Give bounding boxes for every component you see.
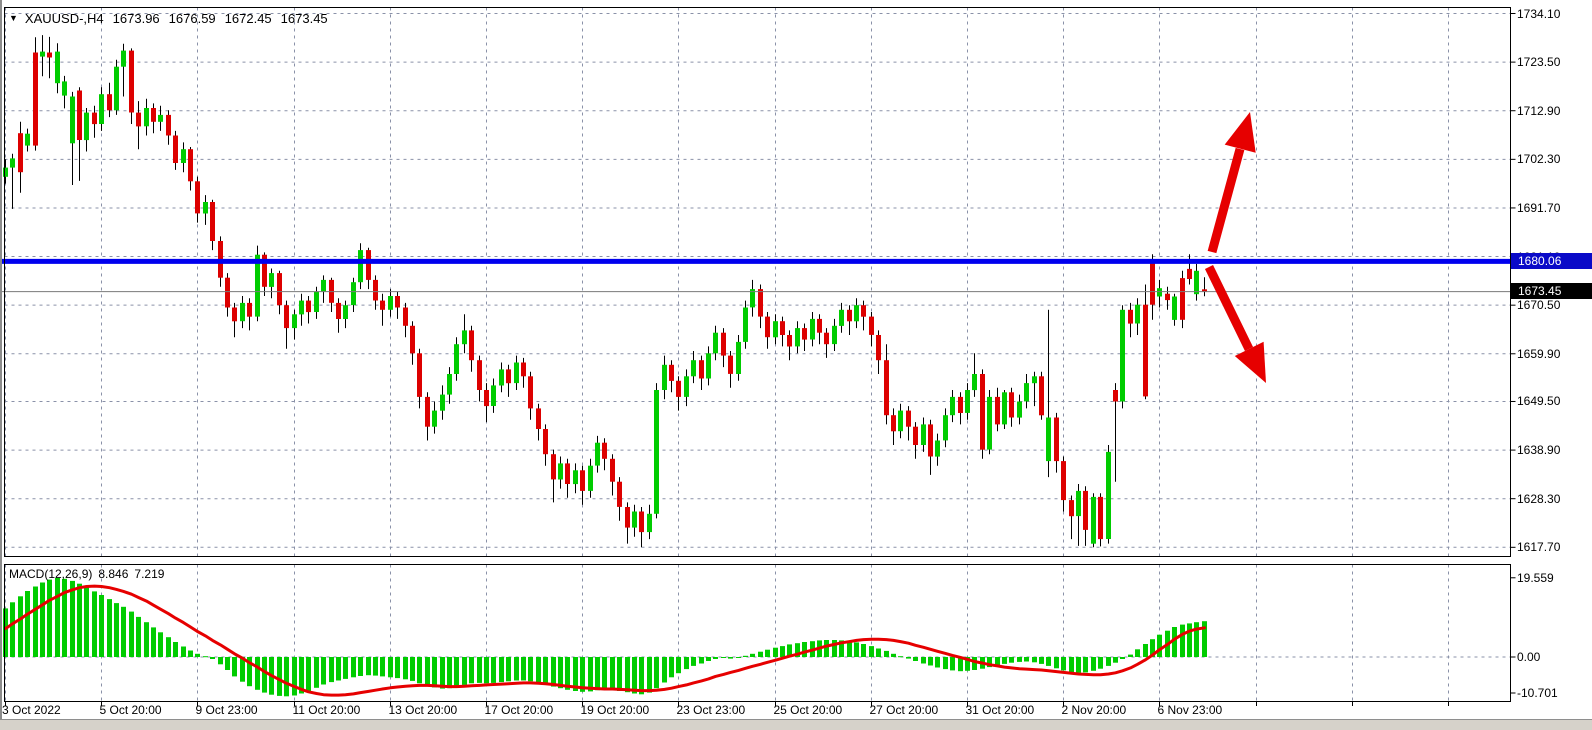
time-axis-label: 2 Nov 20:00 <box>1061 703 1127 717</box>
price-axis-label: 1712.90 <box>1517 103 1561 118</box>
price-axis-label: 1638.90 <box>1517 443 1561 458</box>
time-axis-label: 5 Oct 20:00 <box>99 703 162 717</box>
resistance-price-tag: 1680.06 <box>1511 253 1592 269</box>
price-axis-label: 1670.50 <box>1517 298 1561 313</box>
macd-histogram <box>3 578 1207 697</box>
time-axis-label: 9 Oct 23:00 <box>195 703 258 717</box>
up-arrow[interactable] <box>1207 147 1245 254</box>
price-axis-label: 1649.50 <box>1517 394 1561 409</box>
time-axis-label: 27 Oct 20:00 <box>869 703 939 717</box>
window-bottom-strip <box>0 719 1592 730</box>
ohlc-close-value: 1673.45 <box>280 11 328 26</box>
candles-layer <box>3 35 1207 548</box>
ohlc-high-value: 1676.59 <box>168 11 216 26</box>
chart-header: ▼ XAUUSD-,H4 1673.96 1676.59 1672.45 1673.45 <box>9 11 328 26</box>
ohlc-open-value: 1673.96 <box>112 11 160 26</box>
time-axis-label: 31 Oct 20:00 <box>965 703 1035 717</box>
time-axis-label: 23 Oct 23:00 <box>676 703 746 717</box>
time-axis-label: 25 Oct 20:00 <box>773 703 843 717</box>
macd-signal-value: 7.219 <box>134 567 165 581</box>
time-axis-label: 11 Oct 20:00 <box>292 703 361 717</box>
time-axis-label: 17 Oct 20:00 <box>484 703 554 717</box>
down-arrow-head[interactable] <box>1234 341 1266 383</box>
window-left-border <box>0 0 2 719</box>
macd-main-value: 8.846 <box>98 567 129 581</box>
price-axis-label: 1723.50 <box>1517 55 1561 70</box>
price-axis-label: 1659.90 <box>1517 346 1561 361</box>
macd-axis-label: -10.701 <box>1517 686 1558 700</box>
price-axis-label: 1628.30 <box>1517 491 1561 506</box>
main-panel-frame <box>4 7 1511 557</box>
price-axis-label: 1734.10 <box>1517 6 1561 21</box>
ohlc-low-value: 1672.45 <box>224 11 272 26</box>
macd-label: MACD(12,26,9) <box>9 567 93 581</box>
time-axis-label: 13 Oct 20:00 <box>388 703 458 717</box>
price-axis-label: 1691.70 <box>1517 200 1561 215</box>
price-axis-label: 1702.30 <box>1517 152 1561 167</box>
macd-axis-label: 0.00 <box>1517 650 1541 664</box>
price-axis-label: 1617.70 <box>1517 540 1561 555</box>
current-price-tag: 1673.45 <box>1511 283 1592 299</box>
macd-axis-label: 19.559 <box>1517 570 1554 585</box>
macd-indicator-header: MACD(12,26,9) 8.846 7.219 <box>9 567 164 581</box>
symbol-timeframe-label: XAUUSD-,H4 <box>24 11 104 26</box>
macd-signal-line <box>4 584 1206 697</box>
time-axis-label: 6 Nov 23:00 <box>1157 703 1223 717</box>
symbol-dropdown-icon[interactable]: ▼ <box>9 13 18 23</box>
time-axis-label: 19 Oct 20:00 <box>580 703 650 717</box>
macd-panel-frame <box>4 564 1511 702</box>
time-axis-label: 3 Oct 2022 <box>2 703 61 717</box>
down-arrow[interactable] <box>1204 265 1254 351</box>
up-arrow-head[interactable] <box>1224 112 1256 153</box>
